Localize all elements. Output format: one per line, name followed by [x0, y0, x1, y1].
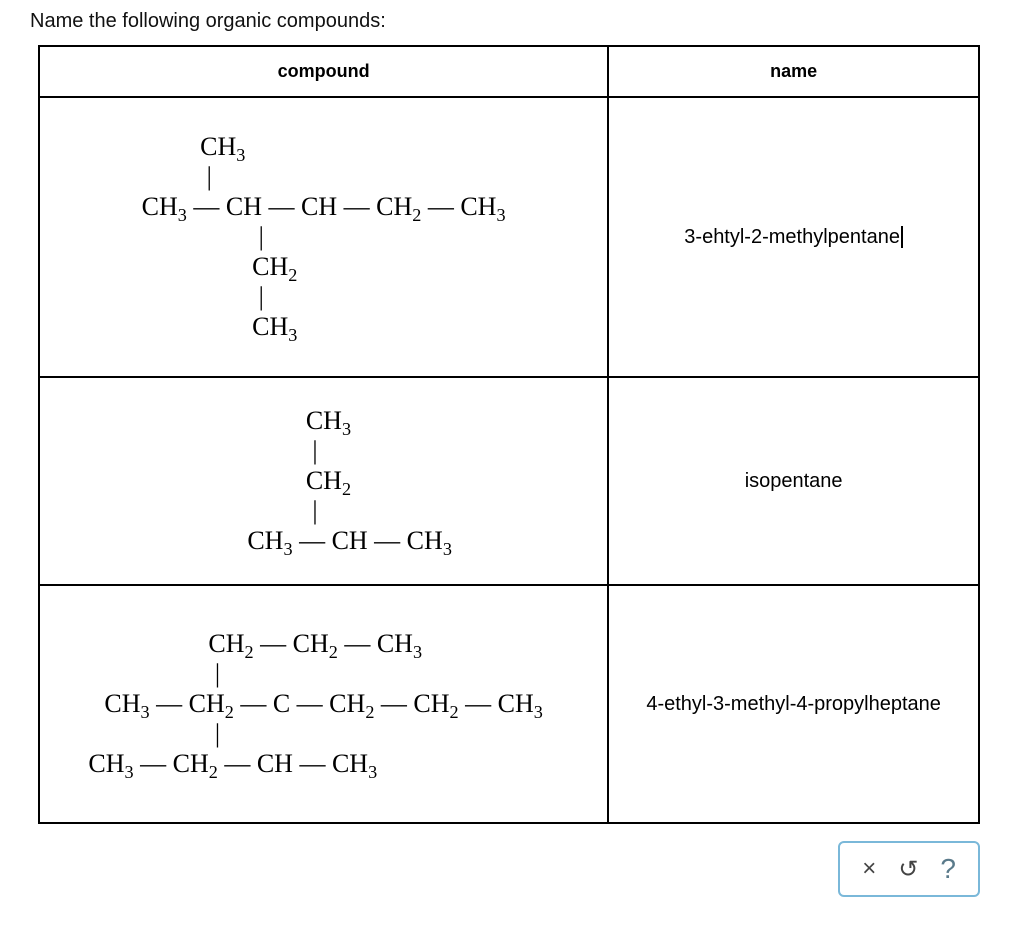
compounds-table: compound name CH3 |CH3 — CH — CH — CH2 —…: [38, 45, 980, 824]
structural-formula: CH3 | CH2 | CH3 — CH — CH3: [195, 388, 452, 573]
name-input[interactable]: 3-ehtyl-2-methylpentane: [608, 97, 979, 377]
compound-name: isopentane: [745, 470, 843, 492]
formula-line: |: [195, 436, 452, 466]
formula-line: CH3 — CH2 — CH — CH3: [88, 749, 542, 779]
table-row: CH2 — CH2 — CH3 |CH3 — CH2 — C — CH2 — C…: [39, 585, 979, 823]
table-row: CH3 | CH2 | CH3 — CH — CH3 isopentane: [39, 377, 979, 585]
formula-line: CH2 — CH2 — CH3: [104, 629, 542, 659]
formula-line: |: [142, 222, 506, 252]
formula-line: CH3: [142, 312, 506, 342]
undo-icon[interactable]: ↺: [898, 855, 918, 884]
name-input[interactable]: 4-ethyl-3-methyl-4-propylheptane: [608, 585, 979, 823]
formula-line: |: [142, 282, 506, 312]
close-icon[interactable]: ×: [862, 855, 876, 883]
compound-cell: CH2 — CH2 — CH3 |CH3 — CH2 — C — CH2 — C…: [39, 585, 608, 823]
formula-line: CH3 — CH — CH3: [195, 526, 452, 556]
formula-line: CH3 — CH2 — C — CH2 — CH2 — CH3: [104, 689, 542, 719]
name-input[interactable]: isopentane: [608, 377, 979, 585]
formula-line: CH3: [195, 406, 452, 436]
table-row: CH3 |CH3 — CH — CH — CH2 — CH3 | CH2 | C…: [39, 97, 979, 377]
action-toolbar: × ↺ ?: [838, 841, 980, 897]
structural-formula: CH3 |CH3 — CH — CH — CH2 — CH3 | CH2 | C…: [142, 114, 506, 359]
header-row: compound name: [39, 46, 979, 97]
compound-name: 3-ehtyl-2-methylpentane: [684, 226, 900, 248]
compound-name: 4-ethyl-3-methyl-4-propylheptane: [646, 693, 941, 715]
compound-cell: CH3 |CH3 — CH — CH — CH2 — CH3 | CH2 | C…: [39, 97, 608, 377]
compound-cell: CH3 | CH2 | CH3 — CH — CH3: [39, 377, 608, 585]
page-title: Name the following organic compounds:: [0, 0, 1024, 45]
formula-line: |: [104, 659, 542, 689]
formula-line: CH3: [142, 132, 506, 162]
structural-formula: CH2 — CH2 — CH3 |CH3 — CH2 — C — CH2 — C…: [104, 611, 542, 796]
formula-line: CH2: [195, 466, 452, 496]
formula-line: |: [195, 496, 452, 526]
header-compound: compound: [39, 46, 608, 97]
formula-line: |: [142, 162, 506, 192]
text-cursor: [901, 226, 903, 248]
formula-line: CH2: [142, 252, 506, 282]
formula-line: CH3 — CH — CH — CH2 — CH3: [142, 192, 506, 222]
header-name: name: [608, 46, 979, 97]
formula-line: |: [104, 719, 542, 749]
help-icon[interactable]: ?: [940, 853, 956, 885]
